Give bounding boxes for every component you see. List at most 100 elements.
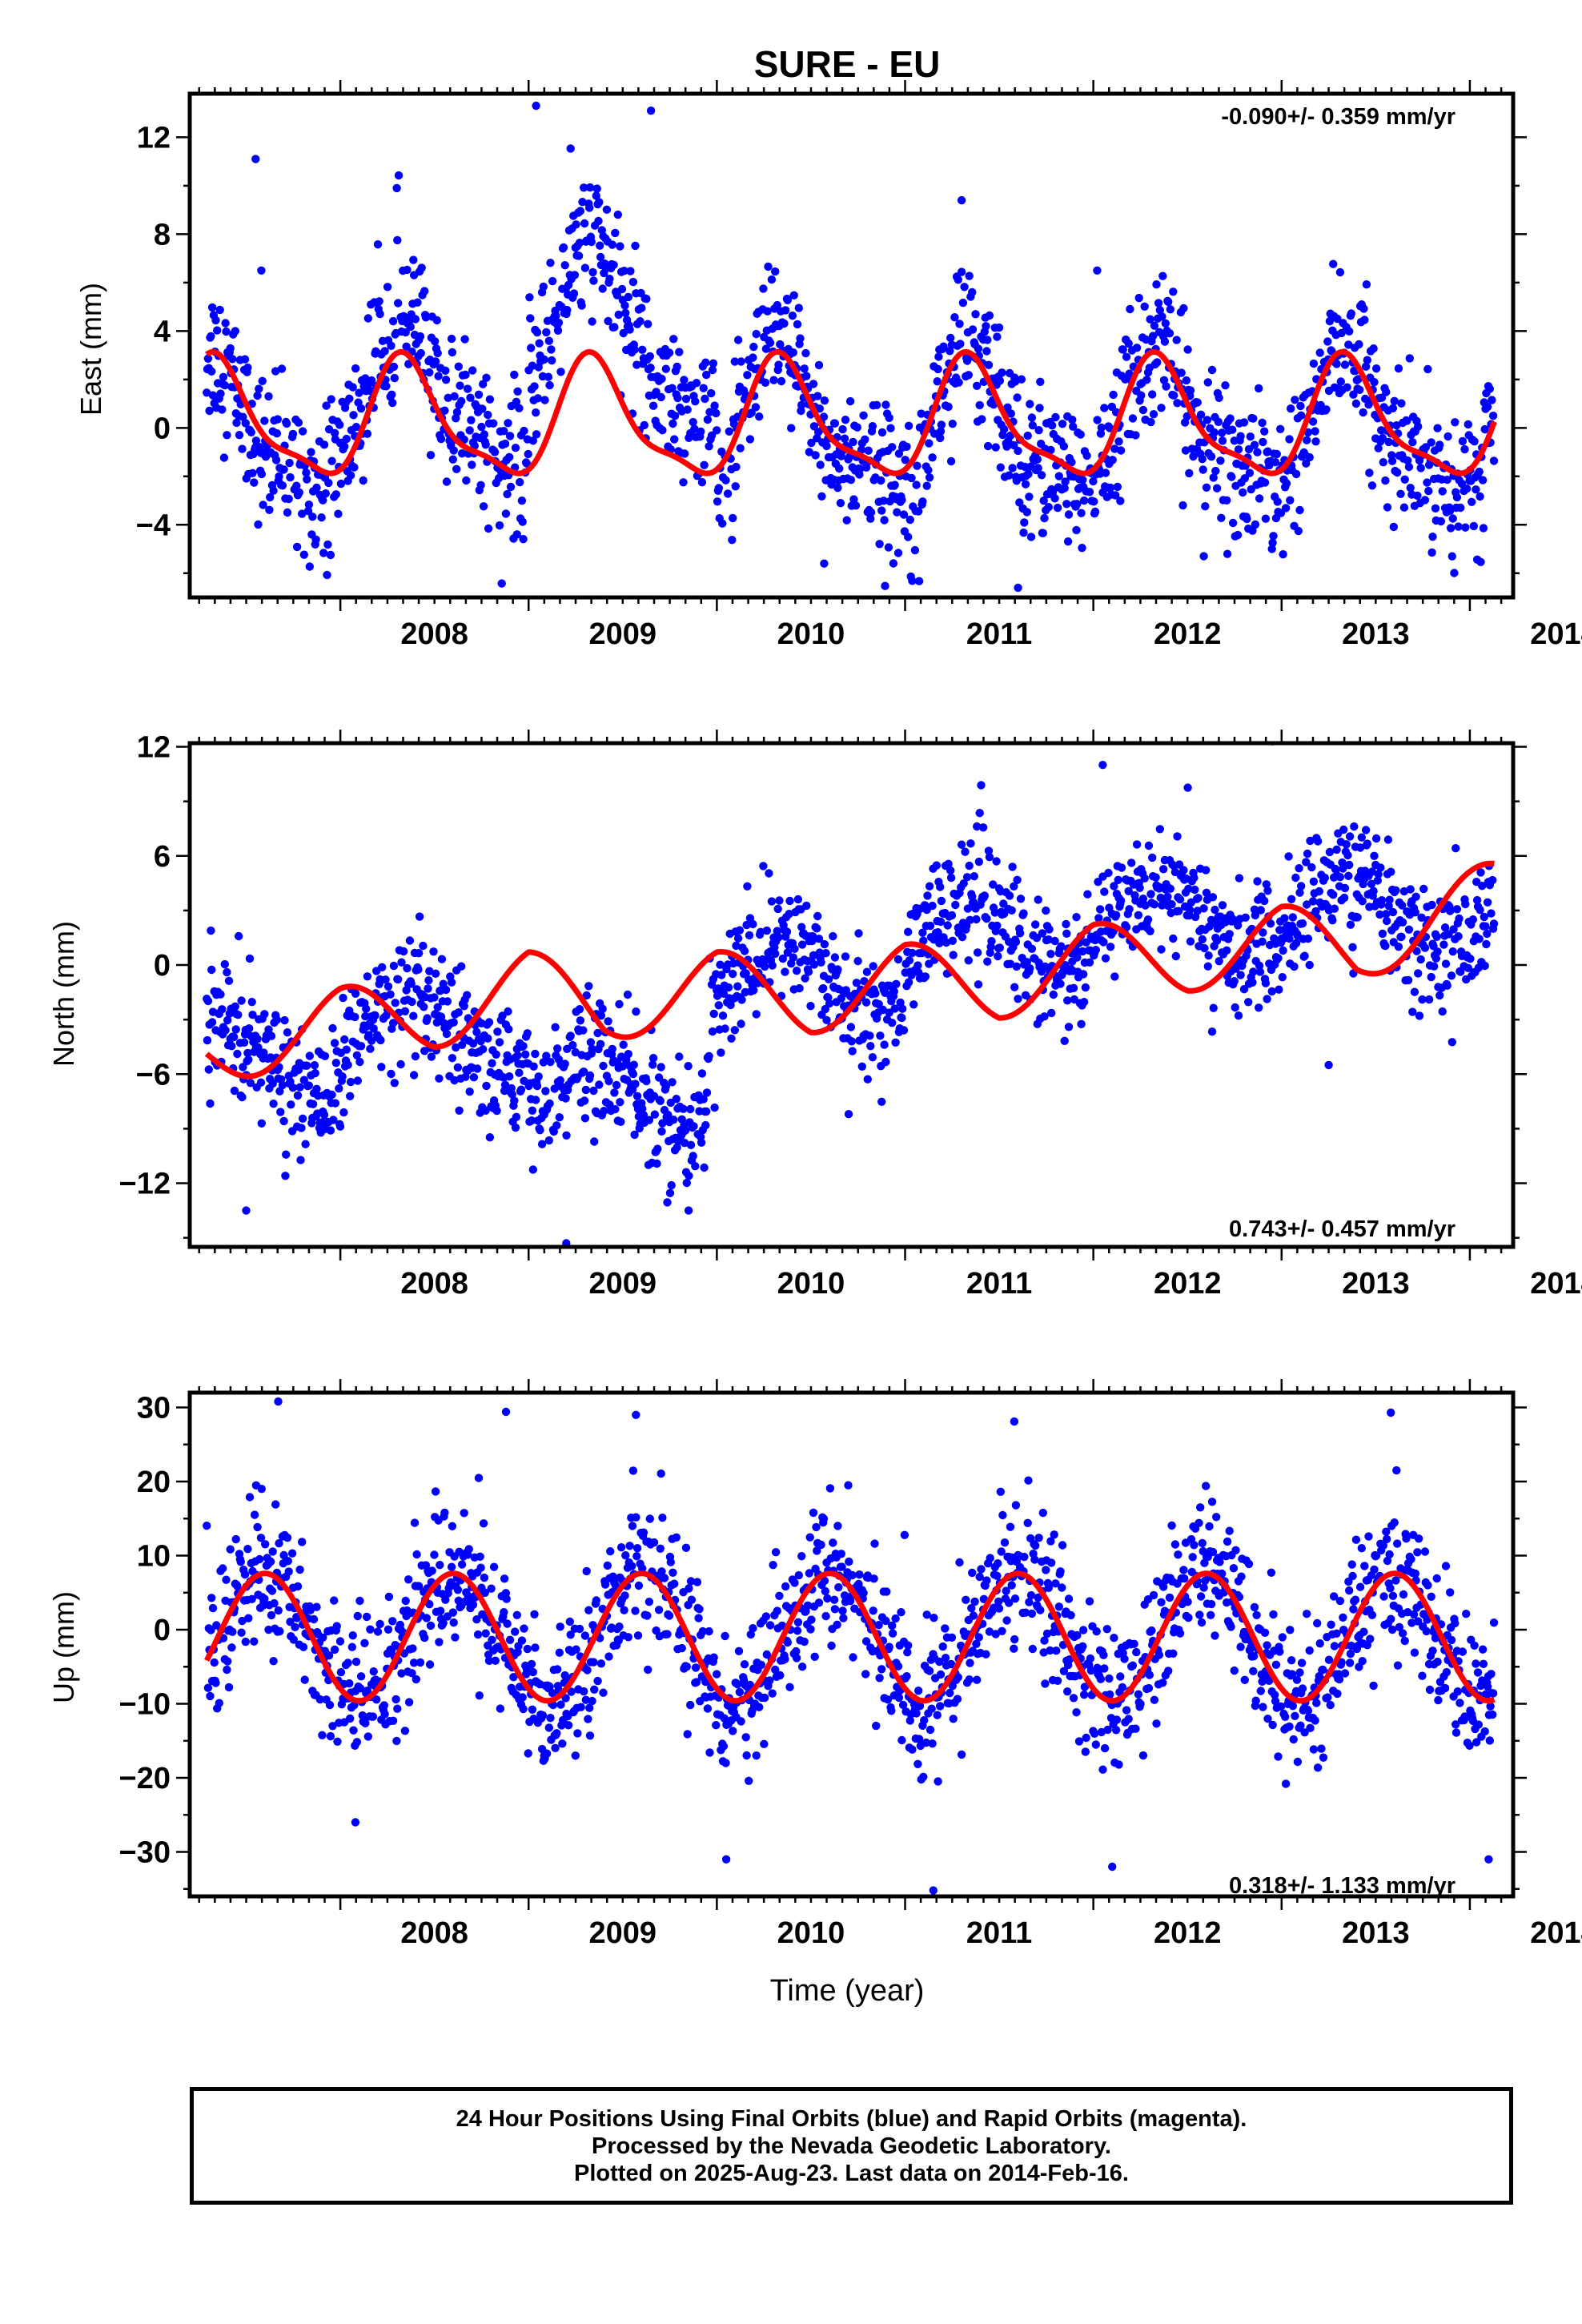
north-data-point	[1241, 913, 1250, 923]
east-data-point	[308, 513, 317, 521]
north-data-point	[702, 1088, 712, 1097]
up-data-point	[592, 1596, 600, 1605]
up-data-point	[927, 1704, 936, 1713]
up-data-point	[934, 1777, 942, 1786]
east-data-point	[669, 335, 678, 344]
east-data-point	[1203, 378, 1213, 387]
east-data-point	[793, 320, 802, 329]
east-data-point	[1355, 340, 1363, 349]
east-data-point	[813, 392, 822, 400]
east-rate-label: -0.090+/- 0.359 mm/yr	[1221, 104, 1456, 130]
east-data-point	[1207, 452, 1216, 461]
north-data-point	[1412, 947, 1421, 955]
up-data-point	[837, 1562, 846, 1571]
up-data-point	[793, 1626, 802, 1635]
east-data-point	[503, 489, 512, 499]
north-data-point	[1454, 932, 1463, 941]
east-data-point	[769, 376, 778, 384]
north-data-point	[708, 1027, 717, 1036]
north-data-point	[1166, 884, 1175, 894]
east-data-point	[797, 400, 806, 409]
up-data-point	[771, 1665, 780, 1675]
north-data-point	[792, 967, 801, 975]
up-data-point	[356, 1672, 366, 1681]
up-data-point	[1054, 1602, 1064, 1611]
up-data-point	[580, 1687, 588, 1696]
east-data-point	[1359, 408, 1367, 417]
east-frame	[187, 91, 1516, 600]
east-data-point	[1058, 420, 1067, 428]
up-data-point	[838, 1606, 847, 1615]
up-data-point	[226, 1545, 235, 1554]
east-data-point	[880, 516, 889, 525]
up-data-point	[245, 1493, 255, 1502]
north-data-point	[700, 1163, 709, 1172]
east-data-point	[864, 446, 873, 455]
north-data-point	[433, 1003, 442, 1012]
north-data-point	[453, 1063, 463, 1072]
east-data-point	[1400, 475, 1409, 484]
up-data-point	[343, 1659, 352, 1667]
north-data-point	[1468, 915, 1478, 924]
east-data-point	[1365, 468, 1374, 477]
east-data-point	[540, 355, 548, 364]
east-data-point	[283, 508, 292, 517]
north-data-point	[1353, 913, 1362, 922]
east-data-point	[208, 391, 218, 400]
north-data-point	[1007, 906, 1016, 915]
up-data-point	[228, 1627, 237, 1636]
east-data-point	[1228, 518, 1238, 528]
east-data-point	[440, 406, 449, 415]
north-data-point	[245, 954, 255, 963]
north-data-point	[761, 962, 769, 971]
up-data-point	[352, 1738, 362, 1747]
east-data-point	[1082, 451, 1091, 460]
east-data-point	[241, 419, 250, 428]
east-data-point	[626, 267, 635, 275]
north-data-point	[450, 1076, 459, 1085]
north-data-point	[1207, 1027, 1217, 1036]
east-data-point	[1476, 492, 1484, 501]
up-data-point	[996, 1487, 1006, 1497]
north-data-point	[330, 1039, 339, 1047]
north-data-point	[1385, 895, 1394, 904]
north-data-point	[221, 1026, 230, 1035]
up-data-point	[223, 1665, 231, 1675]
north-data-point	[1258, 937, 1267, 947]
north-data-point	[709, 1009, 718, 1019]
north-data-point	[612, 1080, 621, 1090]
up-data-point	[685, 1584, 693, 1593]
up-data-point	[257, 1485, 266, 1494]
east-data-point	[425, 368, 434, 377]
up-data-point	[1069, 1694, 1078, 1703]
east-data-point	[207, 303, 217, 312]
north-data-point	[1288, 913, 1298, 922]
up-data-point	[900, 1530, 909, 1540]
up-data-point	[575, 1624, 584, 1634]
east-data-point	[1469, 521, 1479, 531]
north-data-point	[656, 1063, 665, 1072]
north-data-point	[1483, 898, 1492, 907]
north-data-point	[415, 949, 424, 958]
east-data-point	[519, 535, 528, 544]
north-data-point	[1297, 882, 1306, 891]
east-data-point	[1085, 488, 1094, 497]
north-data-point	[1100, 887, 1109, 896]
east-data-point	[375, 297, 383, 306]
east-data-point	[636, 317, 644, 326]
up-data-point	[969, 1611, 978, 1620]
up-data-point	[872, 1721, 881, 1731]
east-data-point	[462, 476, 471, 485]
north-data-point	[966, 915, 974, 925]
up-data-point	[573, 1729, 582, 1738]
up-data-point	[1034, 1534, 1043, 1542]
east-data-point	[527, 344, 536, 352]
north-data-point	[331, 1099, 340, 1108]
north-data-point	[576, 1016, 585, 1025]
east-data-point	[646, 364, 655, 372]
north-data-point	[1369, 887, 1378, 895]
east-data-point	[585, 203, 594, 212]
north-data-point	[1031, 920, 1040, 929]
north-data-point	[667, 1180, 676, 1190]
up-data-point	[360, 1638, 369, 1647]
